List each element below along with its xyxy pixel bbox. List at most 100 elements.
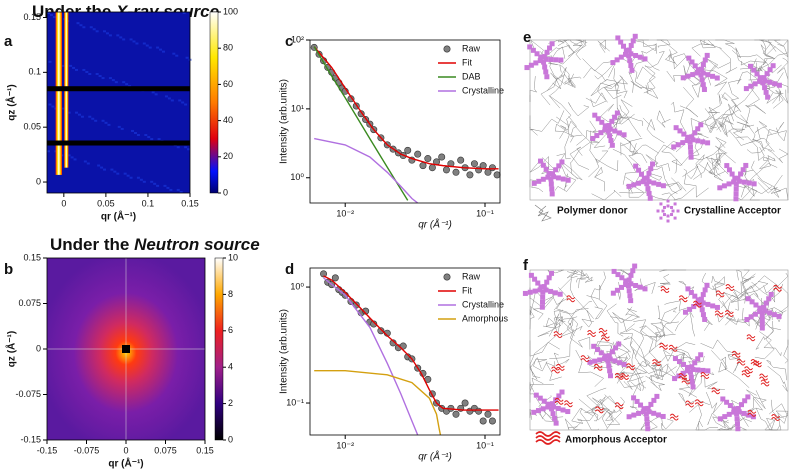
acceptor-unit xyxy=(626,53,632,59)
data-point xyxy=(479,162,487,170)
acceptor-unit xyxy=(685,134,691,140)
amorphous-unit xyxy=(598,327,608,335)
acceptor-unit xyxy=(606,123,612,129)
polymer-chain xyxy=(639,365,663,381)
acceptor-unit xyxy=(594,133,600,139)
acceptor-unit xyxy=(546,275,552,281)
acceptor-unit xyxy=(541,54,547,60)
polymer-chain xyxy=(556,153,583,181)
acceptor-unit xyxy=(704,52,710,58)
polymer-chain xyxy=(608,131,637,153)
data-point xyxy=(493,171,501,179)
heatmap-noise xyxy=(98,75,102,78)
acceptor-unit xyxy=(685,73,691,79)
polymer-chain xyxy=(705,392,725,414)
heatmap-noise xyxy=(145,44,149,47)
polymer-chain xyxy=(631,39,658,52)
polymer-chain xyxy=(529,309,535,330)
amorphous-unit xyxy=(668,344,678,352)
amorphous-unit xyxy=(678,295,688,303)
acceptor-unit xyxy=(628,62,634,68)
polymer-chain xyxy=(650,322,676,338)
heatmap-noise xyxy=(159,48,163,51)
polymer-chain xyxy=(712,416,732,431)
acceptor-unit xyxy=(660,413,666,419)
polymer-chain xyxy=(689,136,705,157)
acceptor-unit xyxy=(680,140,686,146)
acceptor-unit xyxy=(740,167,746,173)
acceptor-unit xyxy=(614,110,620,116)
polymer-chain xyxy=(619,104,641,138)
legend-label: Fit xyxy=(462,57,472,67)
acceptor-unit xyxy=(687,139,693,145)
polymer-chain xyxy=(706,156,722,167)
heatmap-noise xyxy=(178,99,182,102)
legend-icon xyxy=(671,209,675,213)
legend-icon xyxy=(666,204,670,208)
acceptor-unit xyxy=(731,406,737,412)
acceptor-unit xyxy=(607,133,613,139)
polymer-chain xyxy=(736,269,756,286)
acceptor-unit xyxy=(549,270,555,276)
polymer-chain xyxy=(619,323,637,357)
acceptor-unit xyxy=(702,57,708,63)
acceptor-unit xyxy=(677,128,683,134)
heading: Under the Neutron source xyxy=(50,235,260,254)
polymer-chain xyxy=(762,157,776,162)
acceptor-unit xyxy=(592,112,598,118)
acceptor-unit xyxy=(695,297,701,303)
polymer-chain xyxy=(664,49,678,66)
polymer-chain xyxy=(709,103,737,126)
acceptor-unit xyxy=(626,183,632,189)
acceptor-unit xyxy=(700,139,706,145)
acceptor-unit xyxy=(552,290,558,296)
acceptor-unit xyxy=(704,282,710,288)
polymer-chain xyxy=(572,39,586,61)
amorphous-unit xyxy=(669,413,679,421)
amorphous-unit xyxy=(744,366,754,374)
polymer-chain xyxy=(568,102,590,117)
polymer-chain xyxy=(554,162,577,192)
acceptor-unit xyxy=(738,402,744,408)
y-axis-label: Intensity (arb.units) xyxy=(279,309,290,394)
acceptor-unit xyxy=(682,309,688,315)
amorphous-unit xyxy=(750,359,760,366)
acceptor-unit xyxy=(537,58,543,64)
acceptor-unit xyxy=(618,39,624,45)
legend-label: Fit xyxy=(462,285,472,295)
acceptor-unit xyxy=(685,286,691,292)
polymer-chain xyxy=(691,39,714,57)
acceptor-unit xyxy=(733,196,739,202)
acceptor-unit xyxy=(726,167,732,173)
polymer-chain xyxy=(615,75,629,91)
polymer-chain xyxy=(657,274,671,288)
legend-label: Crystalline xyxy=(462,85,504,95)
polymer-chain xyxy=(529,381,546,418)
heatmap-noise xyxy=(48,60,52,63)
x-axis-label: qr (Å⁻¹) xyxy=(108,457,143,469)
panel-label: f xyxy=(523,257,529,274)
polymer-chain xyxy=(566,269,579,279)
acceptor-unit xyxy=(726,181,732,187)
polymer-chain xyxy=(678,281,695,298)
panel-label: a xyxy=(4,33,13,50)
heatmap-noise xyxy=(133,131,137,134)
acceptor-unit xyxy=(721,183,727,189)
legend-icon xyxy=(535,439,561,445)
x-tick-label: 0 xyxy=(61,198,66,208)
heatmap-noise xyxy=(125,83,129,86)
acceptor-unit xyxy=(533,60,539,66)
legend-icon xyxy=(535,431,561,437)
heatmap-noise xyxy=(103,168,107,171)
heatmap-noise xyxy=(147,136,151,139)
polymer-chain xyxy=(711,152,728,170)
y-tick-label: 10⁰ xyxy=(290,281,304,291)
heatmap-noise xyxy=(108,34,112,37)
acceptor-unit xyxy=(625,283,631,289)
polymer-chain xyxy=(633,366,648,391)
acceptor-unit xyxy=(746,412,752,418)
series-line xyxy=(313,46,499,170)
acceptor-unit xyxy=(689,364,695,370)
polymer-chain xyxy=(545,317,561,335)
heatmap-noise xyxy=(88,73,92,76)
